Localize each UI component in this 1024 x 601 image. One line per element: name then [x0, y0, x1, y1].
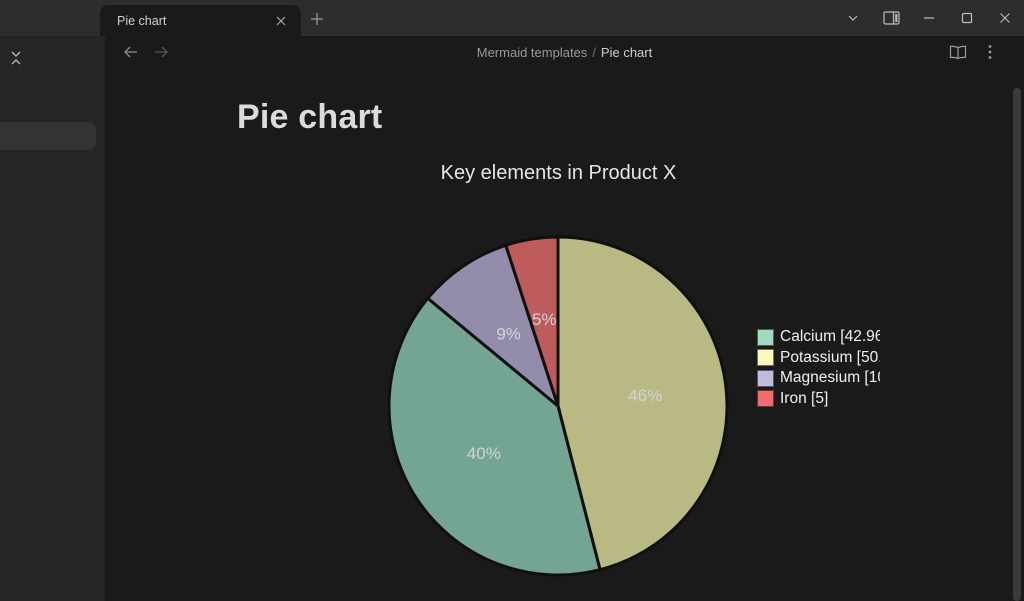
legend-item-potassium: Potassium [50.05]	[757, 348, 880, 369]
window-controls	[834, 0, 1024, 36]
slice-label-calcium: 40%	[467, 444, 501, 463]
legend-swatch-potassium	[757, 349, 774, 367]
collapse-vertical-icon[interactable]	[4, 46, 28, 70]
breadcrumb-parent[interactable]: Mermaid templates	[476, 44, 588, 60]
legend-swatch-iron	[757, 390, 774, 408]
breadcrumb: Mermaid templates / Pie chart	[105, 36, 1024, 68]
pie-slice-potassium	[556, 235, 729, 572]
breadcrumb-separator: /	[592, 44, 596, 60]
minimize-icon[interactable]	[910, 0, 948, 36]
pie-slice-calcium	[387, 296, 602, 577]
legend-swatch-calcium	[757, 328, 774, 346]
slice-label-magnesium: 9%	[496, 324, 521, 343]
sidebar-selected-item[interactable]	[0, 122, 96, 150]
back-arrow-icon[interactable]	[119, 40, 143, 64]
breadcrumb-current[interactable]: Pie chart	[600, 44, 653, 60]
legend-label-calcium: Calcium [42.96]	[780, 328, 880, 346]
reading-view-icon[interactable]	[946, 40, 970, 64]
window-layout-icon[interactable]	[872, 0, 910, 36]
pie-slice-magnesium	[425, 243, 562, 411]
maximize-icon[interactable]	[948, 0, 986, 36]
forward-arrow-icon[interactable]	[149, 40, 173, 64]
legend-swatch-magnesium	[757, 369, 774, 387]
chevron-down-icon[interactable]	[834, 0, 872, 36]
legend-label-magnesium: Magnesium [10.01]	[780, 369, 880, 387]
slice-label-potassium: 46%	[628, 386, 662, 405]
titlebar: Pie chart	[0, 0, 1024, 36]
tab-close-icon[interactable]	[271, 11, 291, 31]
vertical-scrollbar[interactable]	[1013, 88, 1021, 601]
pie-slice-iron	[503, 235, 560, 407]
slice-label-iron: 5%	[532, 310, 557, 329]
page-title: Pie chart	[237, 98, 383, 136]
legend-label-iron: Iron [5]	[780, 389, 829, 407]
legend-item-calcium: Calcium [42.96]	[757, 327, 880, 348]
pie-svg: 46% 40% 9% 5%	[387, 235, 729, 577]
main-pane: Mermaid templates / Pie chart Pie chart …	[105, 36, 1024, 601]
chart-legend: Calcium [42.96] Potassium [50.05] Magnesiu…	[757, 327, 880, 409]
more-options-icon[interactable]	[978, 40, 1002, 64]
tab-title: Pie chart	[117, 13, 167, 28]
legend-item-iron: Iron [5]	[757, 389, 880, 410]
close-window-icon[interactable]	[986, 0, 1024, 36]
new-tab-icon[interactable]	[306, 8, 328, 30]
legend-label-potassium: Potassium [50.05]	[780, 348, 880, 366]
mermaid-pie-chart: Key elements in Product X 46% 40% 9% 5% Cal…	[237, 160, 880, 590]
tab-pie-chart[interactable]: Pie chart	[100, 5, 301, 36]
left-sidebar	[0, 36, 105, 601]
view-header: Mermaid templates / Pie chart	[105, 36, 1024, 68]
legend-item-magnesium: Magnesium [10.01]	[757, 368, 880, 389]
chart-title: Key elements in Product X	[440, 162, 677, 184]
